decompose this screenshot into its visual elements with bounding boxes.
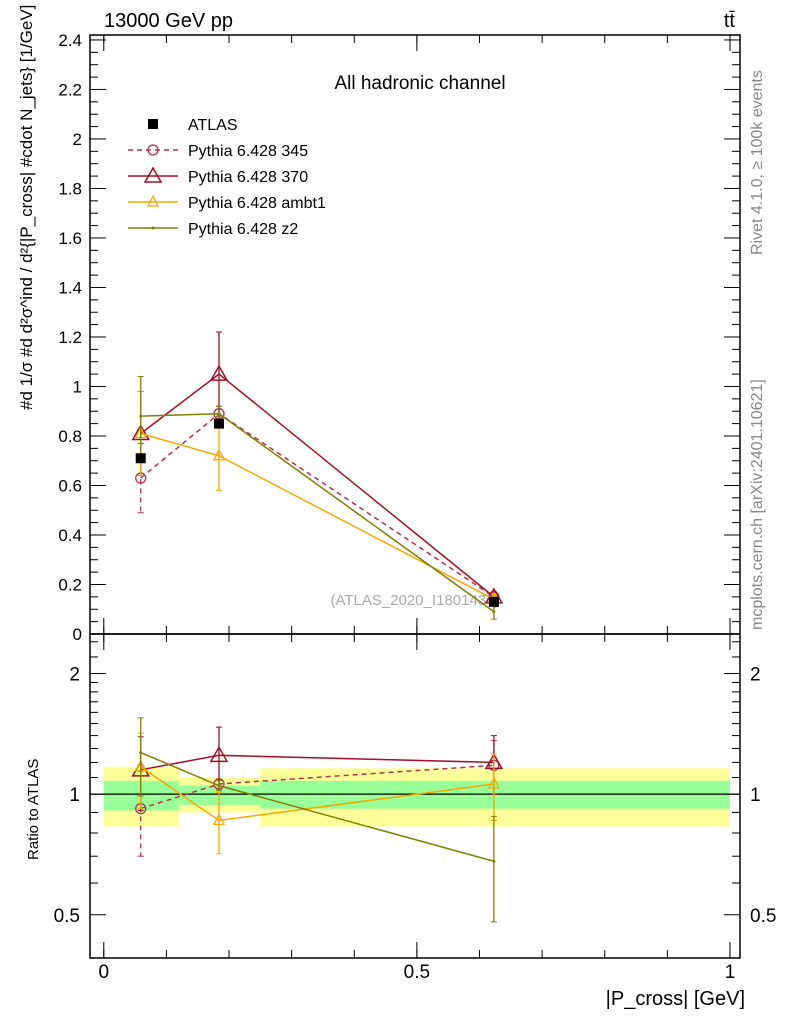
- y-tick-label: 2.2: [58, 80, 82, 99]
- chart-title: All hadronic channel: [334, 73, 505, 94]
- y-tick-label: 0: [73, 625, 82, 644]
- y-tick-label: 1: [73, 377, 82, 396]
- series-1-line: [140, 412, 495, 598]
- legend-label: Pythia 6.428 370: [188, 169, 308, 186]
- ratio-series-3-marker: [487, 776, 500, 789]
- series-4-marker: [217, 412, 221, 416]
- series-0-marker: [488, 596, 499, 607]
- y-tick-label: 0.4: [58, 526, 82, 545]
- ratio-series-4-marker: [217, 784, 221, 788]
- x-axis-label: |P_cross| [GeV]: [606, 988, 745, 1010]
- analysis-watermark: (ATLAS_2020_I1801434): [330, 592, 499, 609]
- x-tick-label: 1: [725, 962, 736, 983]
- legend-label: Pythia 6.428 ambt1: [188, 195, 326, 212]
- series-2-line: [140, 373, 495, 598]
- y-tick-label: 0.8: [58, 427, 82, 446]
- legend-label: Pythia 6.428 345: [188, 143, 308, 160]
- legend-marker: [151, 226, 155, 230]
- y-tick-label: 0.2: [58, 575, 82, 594]
- legend-marker: [147, 144, 159, 156]
- y-tick-label: 1.4: [58, 278, 82, 297]
- ratio-y-tick-label: 1: [69, 785, 80, 806]
- ratio-y-tick-label: 2: [69, 665, 80, 686]
- ratio-series-3-marker: [212, 812, 226, 826]
- legend-marker: [148, 119, 158, 129]
- mcplots-label: mcplots.cern.ch [arXiv:2401.10621]: [749, 379, 766, 630]
- legend-label: ATLAS: [188, 117, 238, 134]
- y-tick-label: 0.6: [58, 476, 82, 495]
- series-2-marker: [209, 364, 229, 381]
- ratio-y-tick-label-right: 0.5: [750, 906, 776, 927]
- ratio-y-axis-label: Ratio to ATLAS: [25, 759, 42, 860]
- y-axis-label: #d 1/σ #d d²σ^ind / d²{|P_cross| #cdot N…: [17, 5, 36, 410]
- ratio-series-4-marker: [139, 751, 143, 755]
- series-4-line: [140, 412, 495, 613]
- ratio-series-2-line: [140, 754, 494, 771]
- x-tick-label: 0: [98, 962, 109, 983]
- header-energy: 13000 GeV pp: [104, 10, 233, 32]
- ratio-plot-frame: [89, 633, 741, 959]
- ratio-y-tick-label-right: 1: [750, 785, 761, 806]
- header-process: tt̄: [724, 10, 736, 32]
- series-0-marker: [135, 453, 146, 464]
- y-tick-label: 1.8: [58, 179, 82, 198]
- series-4-marker: [492, 610, 496, 614]
- y-tick-label: 2: [73, 130, 82, 149]
- y-tick-label: 1.6: [58, 229, 82, 248]
- ratio-y-tick-label: 0.5: [54, 906, 80, 927]
- ratio-y-tick-label-right: 2: [750, 665, 761, 686]
- ratio-series-2-marker: [209, 745, 229, 763]
- legend-marker: [146, 194, 160, 207]
- series-4-marker: [139, 414, 143, 418]
- ratio-series-4-marker: [492, 859, 496, 863]
- series-3-marker: [212, 448, 226, 461]
- y-tick-label: 1.2: [58, 328, 82, 347]
- legend-marker: [143, 166, 163, 183]
- legend-label: Pythia 6.428 z2: [188, 221, 298, 238]
- x-tick-label: 0.5: [404, 962, 430, 983]
- y-tick-label: 2.4: [58, 31, 82, 50]
- rivet-label: Rivet 4.1.0, ≥ 100k events: [749, 70, 766, 255]
- series-0-marker: [213, 418, 224, 429]
